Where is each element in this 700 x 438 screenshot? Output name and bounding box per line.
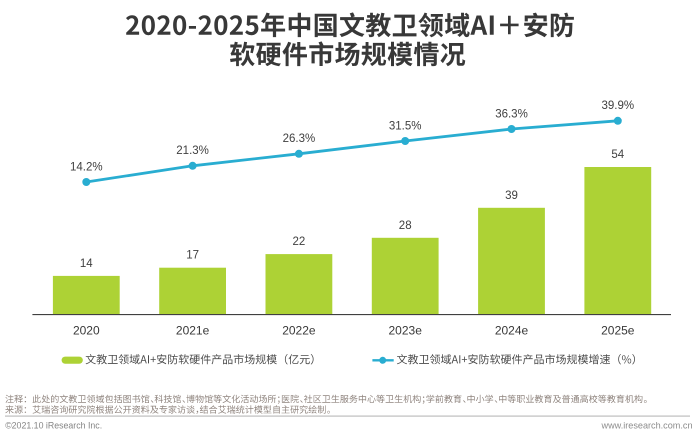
svg-text:2023e: 2023e (389, 323, 423, 337)
svg-text:39.9%: 39.9% (601, 100, 634, 112)
svg-text:54: 54 (611, 149, 624, 161)
svg-text:2024e: 2024e (495, 323, 529, 337)
svg-text:31.5%: 31.5% (389, 120, 422, 132)
svg-text:36.3%: 36.3% (495, 108, 528, 120)
svg-text:39: 39 (505, 190, 518, 202)
svg-text:2021e: 2021e (176, 323, 210, 337)
svg-text:2020: 2020 (73, 323, 100, 337)
svg-text:21.3%: 21.3% (176, 145, 209, 157)
svg-text:14: 14 (80, 258, 93, 270)
svg-text:14.2%: 14.2% (70, 161, 103, 173)
svg-text:26.3%: 26.3% (283, 133, 316, 145)
svg-text:17: 17 (186, 250, 199, 262)
svg-text:©2021.10 iResearch Inc.: ©2021.10 iResearch Inc. (5, 421, 102, 431)
svg-text:22: 22 (293, 236, 306, 248)
svg-text:2022e: 2022e (282, 323, 316, 337)
svg-text:2025e: 2025e (601, 323, 635, 337)
svg-text:www.iresearch.com.cn: www.iresearch.com.cn (601, 421, 693, 431)
svg-text:28: 28 (399, 220, 412, 232)
